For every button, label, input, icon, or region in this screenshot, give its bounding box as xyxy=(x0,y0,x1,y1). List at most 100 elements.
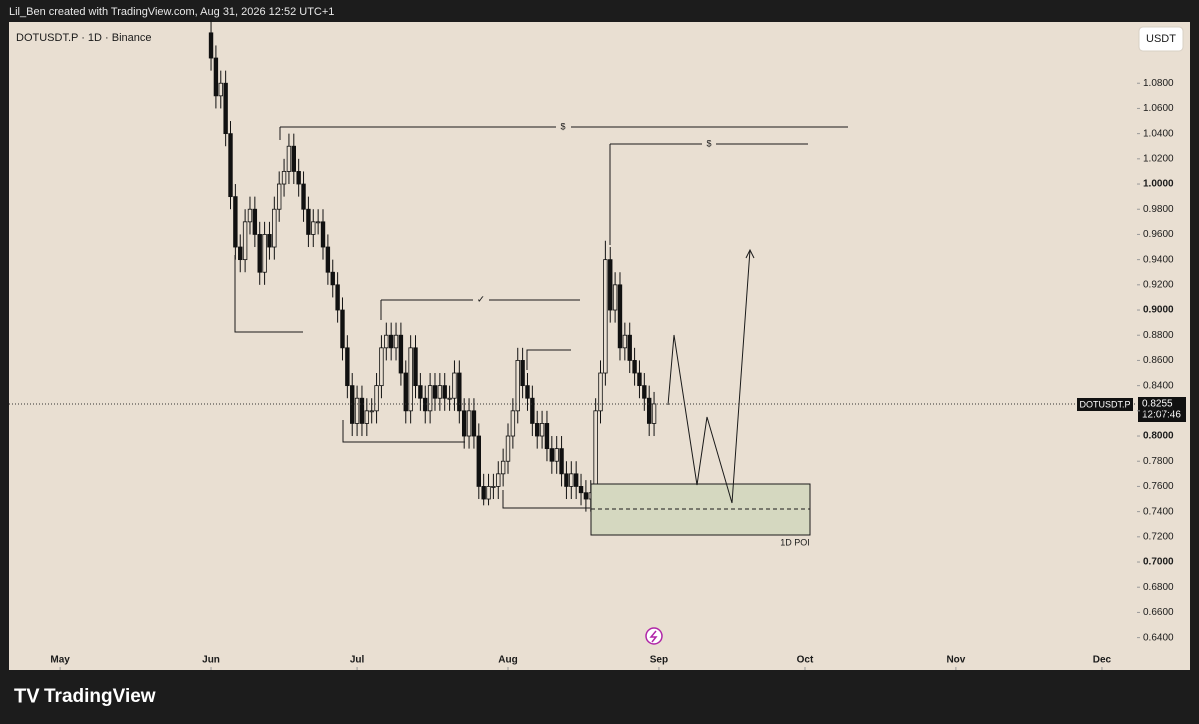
candle-body xyxy=(330,271,335,286)
candle-body xyxy=(345,347,350,387)
candle-body xyxy=(311,221,316,235)
y-tick-label: 0.8800 xyxy=(1143,330,1174,341)
candle-body xyxy=(384,334,389,349)
x-tick-label: Sep xyxy=(650,655,668,666)
x-tick-label: Oct xyxy=(797,655,814,666)
x-tick-label: Jul xyxy=(350,655,365,666)
y-tick-label: 1.0200 xyxy=(1143,153,1174,164)
y-tick-label: 0.8400 xyxy=(1143,380,1174,391)
candle-body xyxy=(208,32,214,59)
last-price: 0.8255 xyxy=(1142,399,1173,410)
candle-body xyxy=(262,234,267,273)
candle-body xyxy=(486,486,491,500)
candle-body xyxy=(393,334,399,349)
candle-body xyxy=(374,385,379,412)
candle-body xyxy=(335,284,340,311)
x-tick-label: Nov xyxy=(946,655,965,666)
y-tick-label: 0.9000 xyxy=(1143,305,1174,316)
candle-body xyxy=(603,259,608,374)
candle-body xyxy=(238,246,243,261)
candle-body xyxy=(272,208,277,248)
candle-body xyxy=(617,284,623,349)
currency-label: USDT xyxy=(1146,33,1176,45)
candle-body xyxy=(276,183,282,210)
candle-body xyxy=(642,385,647,399)
candle-body xyxy=(233,196,238,248)
event-icon[interactable] xyxy=(645,627,663,645)
candle-body xyxy=(296,171,301,185)
candle-body xyxy=(437,385,443,399)
candle-body xyxy=(403,372,408,412)
candle-body xyxy=(242,221,248,261)
candle-body xyxy=(359,397,365,424)
candle-body xyxy=(281,171,287,185)
candle-body xyxy=(267,234,272,248)
y-tick-label: 1.0000 xyxy=(1143,179,1174,190)
drawings: $ $ ✓ 1D POI xyxy=(234,121,848,547)
brand-logo: TV xyxy=(14,685,40,707)
candle-body xyxy=(525,385,530,399)
event-icon-bolt xyxy=(649,630,658,643)
candle-body xyxy=(505,435,511,462)
candle-body xyxy=(500,460,506,475)
candle-body xyxy=(408,347,413,412)
candle-body xyxy=(413,347,418,387)
y-tick-label: 0.7200 xyxy=(1143,531,1174,542)
candle-body xyxy=(515,360,520,412)
y-tick-label: 1.0600 xyxy=(1143,103,1174,114)
candle-body xyxy=(257,234,262,273)
candle-body xyxy=(306,208,311,235)
y-tick-label: 0.6800 xyxy=(1143,582,1174,593)
candle-body xyxy=(622,334,628,349)
price-tag xyxy=(1077,398,1133,411)
y-tick-label: 0.9200 xyxy=(1143,279,1174,290)
y-tick-label: 0.6400 xyxy=(1143,632,1174,643)
y-tick-label: 0.7800 xyxy=(1143,456,1174,467)
candle-body xyxy=(598,372,603,412)
candle-body xyxy=(476,435,481,487)
candle-body xyxy=(559,448,564,475)
candle-body xyxy=(510,410,516,437)
candle-body xyxy=(423,397,428,412)
candle-body xyxy=(340,309,345,349)
candle-body xyxy=(549,448,555,462)
annotation: ✓ xyxy=(477,295,485,306)
y-tick-label: 0.9400 xyxy=(1143,254,1174,265)
candle-body xyxy=(427,385,433,412)
candle-body xyxy=(354,397,360,424)
x-tick-label: Aug xyxy=(498,655,517,666)
candle-body xyxy=(651,403,657,424)
candle-body xyxy=(593,410,598,494)
candle-body xyxy=(496,473,501,487)
candle-body xyxy=(544,423,550,450)
y-tick-label: 0.8000 xyxy=(1143,431,1174,442)
candle-body xyxy=(213,57,219,97)
candle-body xyxy=(301,183,306,210)
candle-body xyxy=(350,385,355,424)
candle-body xyxy=(578,486,584,494)
price-axis-tag xyxy=(1138,397,1186,422)
candle-body xyxy=(388,334,394,349)
annotation: $ xyxy=(706,138,711,148)
candle-body xyxy=(554,448,559,462)
candle-body xyxy=(481,486,486,500)
candle-body xyxy=(646,397,652,424)
y-tick-label: 0.9800 xyxy=(1143,204,1174,215)
candle-body xyxy=(447,397,452,400)
candle-body xyxy=(573,473,579,487)
x-tick-label: Dec xyxy=(1093,655,1112,666)
y-tick-label: 1.0800 xyxy=(1143,78,1174,89)
y-tick-label: 0.9600 xyxy=(1143,229,1174,240)
candle-body xyxy=(539,423,545,437)
candle-body xyxy=(291,145,296,172)
chart-area xyxy=(9,22,1190,670)
y-tick-label: 1.0400 xyxy=(1143,128,1174,139)
candle-body xyxy=(398,334,404,374)
candle-body xyxy=(535,423,540,437)
currency-button[interactable] xyxy=(1138,26,1184,52)
x-tick-label: Jun xyxy=(202,655,220,666)
candle-body xyxy=(325,246,331,273)
x-tick-label: May xyxy=(50,655,70,666)
candle-body xyxy=(627,334,632,361)
